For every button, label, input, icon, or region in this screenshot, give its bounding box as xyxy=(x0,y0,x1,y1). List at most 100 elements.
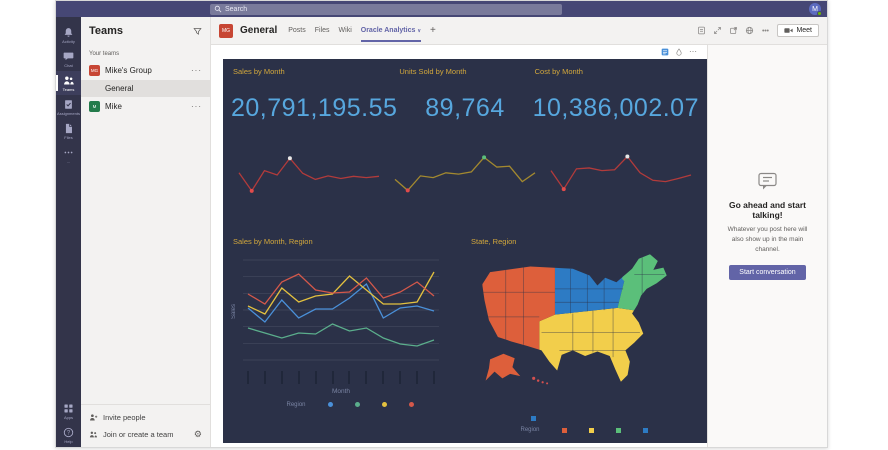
channel-item-general[interactable]: General xyxy=(81,80,210,97)
team-more-button[interactable]: ··· xyxy=(191,66,202,75)
kpi-sales[interactable]: Sales by Month 20,791,195.55 xyxy=(231,63,397,141)
legend-marker-red[interactable] xyxy=(408,402,414,408)
map-panel[interactable]: State, Region xyxy=(469,233,699,439)
expand-icon[interactable] xyxy=(713,26,722,35)
panel-spacer xyxy=(81,116,210,404)
team-item-mikes-group[interactable]: MG Mike's Group ··· xyxy=(81,61,210,80)
start-conversation-button[interactable]: Start conversation xyxy=(729,264,806,280)
rail-item-help[interactable]: ? Help xyxy=(56,423,81,447)
us-map-svg xyxy=(482,254,667,385)
x-tick xyxy=(314,370,317,384)
tab-files[interactable]: Files xyxy=(314,27,330,34)
channel-header-actions: Meet xyxy=(697,24,819,37)
us-map[interactable] xyxy=(469,252,699,394)
rail-item-apps[interactable]: Apps xyxy=(56,399,81,423)
kpi-value: 89,764 xyxy=(425,93,505,122)
assignments-icon xyxy=(65,100,72,109)
invite-people-label: Invite people xyxy=(103,413,146,422)
x-tick xyxy=(365,370,368,384)
x-tick xyxy=(348,370,351,384)
rail-label: ... xyxy=(66,159,71,164)
legend-marker-green[interactable] xyxy=(354,402,360,408)
tab-content: ⋯ Sales by Month 20,791,195.55 Units Sol… xyxy=(211,45,827,447)
canvas-view-icon[interactable] xyxy=(661,48,669,56)
x-axis-tick-labels xyxy=(243,370,439,386)
team-avatar: MG xyxy=(89,65,100,76)
meet-button[interactable]: Meet xyxy=(777,24,819,37)
legend-marker-green[interactable] xyxy=(615,427,621,433)
legend-marker-red[interactable] xyxy=(561,427,567,433)
sparkline-cost[interactable] xyxy=(543,141,699,233)
channel-header: MG General Posts Files Wiki Oracle Analy… xyxy=(211,17,827,45)
teams-icon xyxy=(64,76,74,85)
invite-people-button[interactable]: Invite people xyxy=(81,409,210,426)
rail-label: Apps xyxy=(63,415,74,420)
state-borders xyxy=(483,256,665,358)
x-tick xyxy=(416,370,419,384)
kpi-row: Sales by Month 20,791,195.55 Units Sold … xyxy=(231,63,699,141)
rail-item-chat[interactable]: Chat xyxy=(56,47,81,71)
region-hawaii xyxy=(532,376,549,385)
watermark-icon[interactable] xyxy=(675,48,683,56)
search-input[interactable]: Search xyxy=(210,3,562,15)
manage-teams-gear-icon[interactable]: ⚙ xyxy=(193,429,202,439)
region-northeast xyxy=(617,254,667,312)
chevron-down-icon[interactable]: ∨ xyxy=(417,28,422,34)
tab-wiki[interactable]: Wiki xyxy=(338,27,352,34)
rail-item-more[interactable]: ... xyxy=(56,143,81,167)
main-column: MG General Posts Files Wiki Oracle Analy… xyxy=(211,17,827,447)
search-icon xyxy=(214,5,222,13)
kpi-title: Cost by Month xyxy=(534,66,583,76)
filter-icon[interactable] xyxy=(193,27,202,36)
user-avatar[interactable]: M xyxy=(809,3,822,16)
map-title: State, Region xyxy=(471,236,517,246)
rail-item-teams[interactable]: Teams xyxy=(56,71,81,95)
x-tick xyxy=(331,370,334,384)
sparkline-row xyxy=(231,141,699,233)
channel-title: General xyxy=(240,25,278,36)
join-create-team-button[interactable]: Join or create a team ⚙ xyxy=(81,426,210,443)
line-chart-panel[interactable]: Sales by Month, Region Sales Month Regio… xyxy=(231,233,469,439)
notebook-icon[interactable] xyxy=(697,26,706,35)
line-chart-plot: Sales xyxy=(231,252,469,370)
popout-icon[interactable] xyxy=(729,26,738,35)
legend-marker-yellow[interactable] xyxy=(381,402,387,408)
sparkline-units[interactable] xyxy=(387,141,543,233)
globe-icon[interactable] xyxy=(745,26,754,35)
team-more-button[interactable]: ··· xyxy=(191,102,202,111)
x-tick xyxy=(399,370,402,384)
kpi-cost[interactable]: Cost by Month 10,386,002.07 xyxy=(533,63,699,141)
sparkline-sales[interactable] xyxy=(231,141,387,233)
tab-posts[interactable]: Posts xyxy=(288,27,306,34)
join-create-team-label: Join or create a team xyxy=(103,430,174,439)
rail-item-activity[interactable]: Activity xyxy=(56,23,81,47)
your-teams-label: Your teams xyxy=(89,51,120,57)
kpi-units[interactable]: Units Sold by Month 89,764 xyxy=(397,63,532,141)
x-tick xyxy=(297,370,300,384)
app-body: Activity Chat Teams Assignments Files ..… xyxy=(56,17,827,447)
svg-text:?: ? xyxy=(67,431,71,437)
teams-panel: Teams Your teams MG Mike's Group ··· Gen… xyxy=(81,17,211,447)
bell-icon xyxy=(64,28,73,37)
add-tab-button[interactable]: + xyxy=(430,25,436,36)
header-more-icon[interactable] xyxy=(761,26,770,35)
rail-item-files[interactable]: Files xyxy=(56,119,81,143)
sparkline-chart xyxy=(550,154,692,192)
rail-item-assignments[interactable]: Assignments xyxy=(56,95,81,119)
presence-status-dot xyxy=(817,11,822,16)
team-name: Mike xyxy=(105,102,122,111)
tab-oracle-analytics[interactable]: Oracle Analytics ∨ xyxy=(360,19,422,42)
team-item-mike[interactable]: M Mike ··· xyxy=(81,97,210,116)
legend-marker-blue[interactable] xyxy=(327,402,333,408)
kpi-value: 20,791,195.55 xyxy=(231,93,398,122)
conversation-panel: Go ahead and start talking! Whatever you… xyxy=(707,45,827,447)
line-chart-svg[interactable] xyxy=(243,252,439,370)
line-chart-title: Sales by Month, Region xyxy=(233,236,313,246)
dashboard-column: ⋯ Sales by Month 20,791,195.55 Units Sol… xyxy=(211,45,707,447)
teams-panel-footer: Invite people Join or create a team ⚙ xyxy=(81,404,210,447)
empty-state-body: Whatever you post here will also show up… xyxy=(727,226,808,253)
legend-marker-blue[interactable] xyxy=(642,427,648,433)
camera-icon xyxy=(784,28,794,33)
legend-marker-yellow[interactable] xyxy=(588,427,594,433)
x-tick xyxy=(263,370,266,384)
